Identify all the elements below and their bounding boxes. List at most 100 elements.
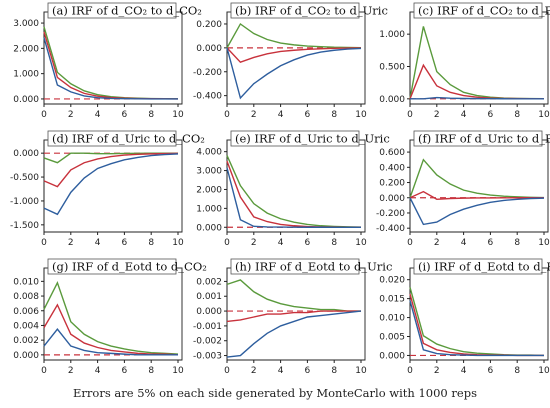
- y-tick-label: -1.000: [10, 197, 39, 207]
- x-tick-label: 10: [172, 238, 184, 248]
- y-tick-label: 0.020: [379, 276, 405, 286]
- x-tick-label: 6: [305, 110, 311, 120]
- y-tick-label: 1.000: [13, 70, 39, 80]
- y-tick-label: 0.005: [379, 333, 405, 343]
- y-tick-label: 4.000: [196, 148, 222, 158]
- y-tick-label: 0.200: [196, 20, 222, 30]
- irf-panel: (f) IRF of d_Uric to d_Eotd -0.400 -0.200 0…: [376, 130, 550, 248]
- y-tick-label: -0.003: [193, 352, 222, 362]
- y-tick-label: 0.000: [13, 95, 39, 105]
- series-line-lower: [409, 300, 544, 357]
- y-tick-label: 0.000: [13, 149, 39, 159]
- panel-title: (g) IRF of d_Eotd to d_CO₂: [52, 260, 207, 274]
- y-tick-label: 2.000: [196, 185, 222, 195]
- y-tick-label: 0.002: [13, 336, 39, 346]
- y-tick-label: -1.500: [10, 221, 39, 231]
- x-tick-label: 8: [331, 238, 337, 248]
- y-tick-label: 0.200: [379, 179, 405, 189]
- irf-panel: (h) IRF of d_Eotd to d_Uric -0.003 -0.002 -…: [193, 258, 392, 376]
- y-tick-label: -0.500: [10, 173, 39, 183]
- y-tick-label: 0.001: [196, 292, 222, 302]
- x-tick-label: 4: [461, 110, 467, 120]
- x-tick-label: 6: [488, 238, 494, 248]
- panel-title-box: [47, 130, 177, 147]
- y-tick-label: -0.400: [376, 224, 405, 234]
- irf-charts: (a) IRF of d_CO₂ to d_CO₂ 0.000 1.000 2.000…: [10, 2, 550, 376]
- plot-frame: [43, 267, 183, 361]
- y-tick-label: 3.000: [196, 167, 222, 177]
- x-tick-label: 10: [172, 366, 184, 376]
- y-tick-label: 0.010: [379, 314, 405, 324]
- x-tick-label: 10: [355, 238, 367, 248]
- series-line-irf: [409, 190, 544, 200]
- y-tick-label: 0.000: [13, 351, 39, 361]
- y-tick-label: 3.000: [13, 19, 39, 29]
- y-tick-label: 0.500: [379, 62, 405, 72]
- x-tick-label: 4: [95, 238, 101, 248]
- x-tick-label: 10: [538, 238, 550, 248]
- y-tick-label: 0.000: [379, 95, 405, 105]
- figure-caption: Errors are 5% on each side generated by …: [73, 386, 477, 400]
- plot-frame: [409, 11, 549, 105]
- y-tick-label: 0.010: [13, 277, 39, 287]
- series-line-lower: [43, 37, 179, 100]
- x-tick-label: 2: [68, 110, 74, 120]
- plot-frame: [43, 11, 183, 105]
- series-line-irf: [226, 310, 361, 323]
- y-tick-label: 0.000: [379, 351, 405, 361]
- x-tick-label: 0: [407, 238, 413, 248]
- x-tick-label: 4: [461, 238, 467, 248]
- series-line-upper: [226, 22, 362, 49]
- y-tick-label: 0.002: [196, 277, 222, 287]
- series-line-irf: [43, 152, 179, 188]
- y-tick-label: 0.400: [379, 163, 405, 173]
- series-line-lower: [226, 167, 361, 228]
- series-line-lower: [410, 96, 544, 100]
- x-tick-label: 0: [224, 366, 230, 376]
- x-tick-label: 6: [305, 366, 311, 376]
- y-tick-label: 0.600: [379, 148, 405, 158]
- series-line-lower: [43, 153, 179, 216]
- y-tick-label: -0.200: [193, 68, 222, 78]
- panel-title: (d) IRF of d_Uric to d_CO₂: [52, 132, 205, 146]
- x-tick-label: 10: [538, 366, 550, 376]
- y-tick-label: 0.000: [196, 307, 222, 317]
- x-tick-label: 2: [251, 238, 257, 248]
- x-tick-label: 10: [538, 110, 550, 120]
- x-tick-label: 8: [148, 110, 154, 120]
- x-tick-label: 4: [95, 366, 101, 376]
- y-tick-label: 0.004: [13, 321, 39, 331]
- series-line-upper: [409, 158, 545, 199]
- irf-panel: (c) IRF of d_CO₂ to d_Eotd 0.000 0.500 1.00…: [379, 2, 550, 120]
- irf-panel: (b) IRF of d_CO₂ to d_Uric -0.400 -0.200 0.…: [193, 2, 388, 120]
- x-tick-label: 10: [355, 110, 367, 120]
- plot-frame: [409, 139, 549, 233]
- x-tick-label: 4: [278, 110, 284, 120]
- x-tick-label: 4: [95, 110, 101, 120]
- y-tick-label: 0.006: [13, 307, 39, 317]
- series-line-lower: [226, 47, 362, 100]
- y-tick-label: 0.000: [196, 44, 222, 54]
- x-tick-label: 0: [41, 366, 47, 376]
- x-tick-label: 2: [68, 238, 74, 248]
- x-tick-label: 4: [461, 366, 467, 376]
- x-tick-label: 0: [407, 366, 413, 376]
- panel-title-box: [413, 130, 543, 147]
- x-tick-label: 8: [148, 238, 154, 248]
- panel-title: (c) IRF of d_CO₂ to d_Eotd: [418, 4, 550, 18]
- x-tick-label: 10: [172, 110, 184, 120]
- series-line-lower: [409, 197, 545, 226]
- panel-title-box: [230, 2, 360, 19]
- panel-title-box: [230, 130, 360, 147]
- y-tick-label: -0.002: [193, 337, 222, 347]
- irf-panel: (i) IRF of d_Eotd to d_Eotd 0.000 0.005 0.0…: [379, 258, 550, 376]
- x-tick-label: 6: [488, 366, 494, 376]
- y-tick-label: -0.200: [376, 209, 405, 219]
- x-tick-label: 8: [148, 366, 154, 376]
- y-tick-label: 1.000: [379, 30, 405, 40]
- panel-title: (i) IRF of d_Eotd to d_Eotd: [418, 260, 550, 274]
- x-tick-label: 2: [434, 110, 440, 120]
- x-tick-label: 0: [41, 238, 47, 248]
- series-line-upper: [43, 281, 179, 355]
- plot-frame: [226, 139, 366, 233]
